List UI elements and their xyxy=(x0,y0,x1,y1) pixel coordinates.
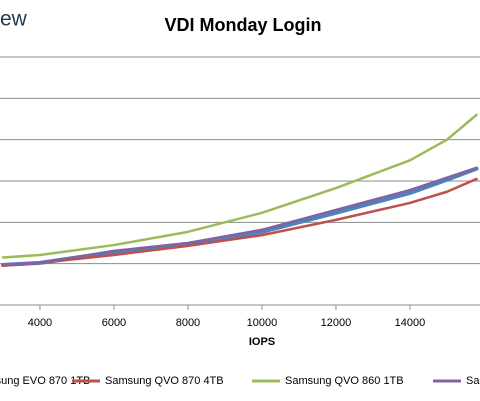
x-tick-label: 14000 xyxy=(395,317,426,329)
x-tick-label: 12000 xyxy=(321,317,352,329)
x-tick-label: 6000 xyxy=(102,317,126,329)
x-axis-label: IOPS xyxy=(249,336,275,348)
x-tick-label: 4000 xyxy=(28,317,52,329)
series-line xyxy=(1,113,478,259)
x-tick-label: 10000 xyxy=(247,317,278,329)
legend-label: Samsung EVO 860 1TB xyxy=(466,375,480,387)
series-line xyxy=(1,166,478,267)
legend-label: Samsung QVO 860 1TB xyxy=(285,375,404,387)
legend-label: Samsung EVO 870 1TB xyxy=(0,375,90,387)
legend-label: Samsung QVO 870 4TB xyxy=(105,375,224,387)
chart-title: VDI Monday Login xyxy=(165,15,322,35)
logo: ew xyxy=(0,8,28,31)
x-tick-label: 8000 xyxy=(176,317,200,329)
series-line xyxy=(1,177,478,267)
